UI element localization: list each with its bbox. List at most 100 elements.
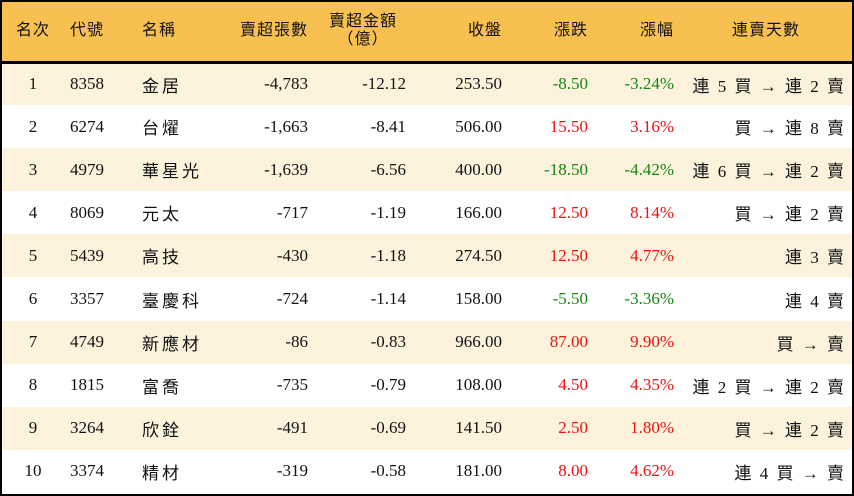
table-row: 6 3357 臺慶科 -724 -1.14 158.00 -5.50 -3.36… <box>2 277 852 321</box>
cell-name: 欣銓 <box>142 420 182 440</box>
table-row: 10 3374 精材 -319 -0.58 181.00 8.00 4.62% … <box>2 449 852 493</box>
cell-net-sell-amount: -1.18 <box>370 245 406 265</box>
cell-net-sell-lots: -717 <box>276 202 308 222</box>
cell-net-sell-lots: -430 <box>276 245 308 265</box>
table-row: 7 4749 新應材 -86 -0.83 966.00 87.00 9.90% … <box>2 320 852 364</box>
cell-close: 506.00 <box>455 116 502 136</box>
cell-streak: 連 5 買 → 連 2 賣 <box>692 76 846 96</box>
cell-code: 3374 <box>70 461 104 481</box>
cell-close: 166.00 <box>455 202 502 222</box>
cell-change-pct: 4.35% <box>630 375 674 395</box>
cell-change: 15.50 <box>549 116 588 136</box>
cell-code: 8069 <box>70 202 104 222</box>
cell-name: 新應材 <box>142 334 202 354</box>
cell-streak: 連 2 買 → 連 2 賣 <box>692 377 846 397</box>
cell-rank: 7 <box>28 332 38 352</box>
cell-change-pct: -3.24% <box>624 74 674 94</box>
cell-streak: 買 → 賣 <box>776 334 846 354</box>
cell-net-sell-amount: -8.41 <box>370 116 406 136</box>
cell-streak: 連 4 買 → 賣 <box>734 463 846 483</box>
cell-close: 400.00 <box>455 159 502 179</box>
cell-net-sell-lots: -724 <box>276 289 308 309</box>
header-streak: 連賣天數 <box>680 2 852 64</box>
cell-net-sell-lots: -1,639 <box>264 159 308 179</box>
cell-change: 4.50 <box>558 375 588 395</box>
cell-net-sell-lots: -735 <box>276 375 308 395</box>
cell-close: 158.00 <box>455 289 502 309</box>
cell-net-sell-amount: -0.79 <box>370 375 406 395</box>
cell-streak: 買 → 連 2 賣 <box>734 205 846 225</box>
cell-name: 金居 <box>142 76 182 96</box>
cell-code: 4749 <box>70 332 104 352</box>
cell-rank: 8 <box>28 375 38 395</box>
cell-net-sell-amount: -0.69 <box>370 418 406 438</box>
cell-rank: 10 <box>24 461 42 481</box>
cell-net-sell-lots: -319 <box>276 461 308 481</box>
cell-name: 華星光 <box>142 162 202 182</box>
cell-streak: 買 → 連 2 賣 <box>734 420 846 440</box>
table-header-row: 名次 代號 名稱 賣超張數 賣超金額 （億） 收盤 漲跌 漲幅 連賣天數 <box>2 2 852 64</box>
cell-code: 4979 <box>70 159 104 179</box>
cell-close: 274.50 <box>455 245 502 265</box>
cell-net-sell-amount: -12.12 <box>362 74 406 94</box>
cell-code: 5439 <box>70 245 104 265</box>
cell-name: 元太 <box>142 205 182 225</box>
cell-close: 181.00 <box>455 461 502 481</box>
table-row: 2 6274 台燿 -1,663 -8.41 506.00 15.50 3.16… <box>2 105 852 149</box>
cell-close: 253.50 <box>455 74 502 94</box>
header-rank: 名次 <box>2 2 64 64</box>
cell-streak: 買 → 連 8 賣 <box>734 119 846 139</box>
cell-streak: 連 3 賣 <box>785 248 846 268</box>
cell-code: 8358 <box>70 74 104 94</box>
cell-name: 台燿 <box>142 119 182 139</box>
cell-streak: 連 4 賣 <box>785 291 846 311</box>
cell-change-pct: 8.14% <box>630 202 674 222</box>
cell-change-pct: 9.90% <box>630 332 674 352</box>
cell-rank: 9 <box>28 418 38 438</box>
cell-rank: 6 <box>28 289 38 309</box>
header-net-sell-lots: 賣超張數 <box>222 2 314 64</box>
cell-change-pct: 4.77% <box>630 245 674 265</box>
header-close: 收盤 <box>412 2 508 64</box>
cell-name: 臺慶科 <box>142 291 202 311</box>
cell-code: 3357 <box>70 289 104 309</box>
cell-net-sell-lots: -1,663 <box>264 116 308 136</box>
cell-rank: 1 <box>28 74 38 94</box>
cell-change: 12.50 <box>549 245 588 265</box>
header-net-sell-amount: 賣超金額 （億） <box>314 2 412 64</box>
header-net-sell-amount-label: 賣超金額 <box>328 13 397 31</box>
cell-rank: 3 <box>28 159 38 179</box>
cell-name: 高技 <box>142 248 182 268</box>
header-code: 代號 <box>64 2 136 64</box>
cell-code: 3264 <box>70 418 104 438</box>
cell-rank: 2 <box>28 116 38 136</box>
cell-net-sell-lots: -86 <box>285 332 308 352</box>
header-name: 名稱 <box>136 2 222 64</box>
cell-change-pct: -3.36% <box>624 289 674 309</box>
cell-rank: 5 <box>28 245 38 265</box>
cell-net-sell-lots: -4,783 <box>264 74 308 94</box>
table-row: 1 8358 金居 -4,783 -12.12 253.50 -8.50 -3.… <box>2 62 852 106</box>
table-row: 3 4979 華星光 -1,639 -6.56 400.00 -18.50 -4… <box>2 148 852 192</box>
cell-close: 966.00 <box>455 332 502 352</box>
cell-net-sell-amount: -0.83 <box>370 332 406 352</box>
cell-name: 精材 <box>142 463 182 483</box>
table-row: 5 5439 高技 -430 -1.18 274.50 12.50 4.77% … <box>2 234 852 278</box>
cell-net-sell-amount: -1.19 <box>370 202 406 222</box>
cell-code: 1815 <box>70 375 104 395</box>
cell-net-sell-lots: -491 <box>276 418 308 438</box>
cell-change-pct: 3.16% <box>630 116 674 136</box>
header-net-sell-amount-unit: （億） <box>337 31 389 49</box>
table-row: 4 8069 元太 -717 -1.19 166.00 12.50 8.14% … <box>2 191 852 235</box>
header-change: 漲跌 <box>508 2 594 64</box>
cell-close: 108.00 <box>455 375 502 395</box>
cell-net-sell-amount: -6.56 <box>370 159 406 179</box>
cell-close: 141.50 <box>455 418 502 438</box>
table-row: 9 3264 欣銓 -491 -0.69 141.50 2.50 1.80% 買… <box>2 406 852 450</box>
cell-change-pct: 4.62% <box>630 461 674 481</box>
header-change-pct: 漲幅 <box>594 2 680 64</box>
cell-net-sell-amount: -0.58 <box>370 461 406 481</box>
cell-change: -5.50 <box>552 289 588 309</box>
